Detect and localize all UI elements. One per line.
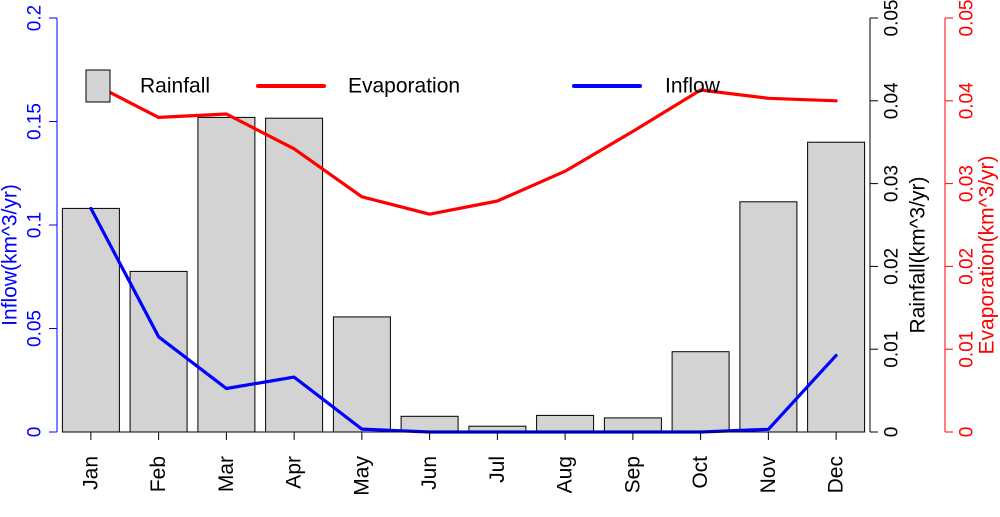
x-tick-label-mar: Mar <box>215 456 238 492</box>
x-tick-label-apr: Apr <box>283 456 306 489</box>
rainfall-tick-label-0: 0 <box>882 427 903 438</box>
x-tick-label-dec: Dec <box>825 456 848 493</box>
x-tick-label-nov: Nov <box>757 456 780 494</box>
evaporation-tick-label-0: 0 <box>957 427 978 438</box>
evaporation-tick-label-4: 0.04 <box>957 82 978 119</box>
legend-swatch-rainfall <box>85 69 111 103</box>
rainfall-bar-nov <box>739 201 798 433</box>
rainfall-bar-dec <box>807 141 866 433</box>
legend-label-evaporation: Evaporation <box>348 75 460 98</box>
axes: Jan Feb Mar Apr May Jun Jul Aug Sep Oct Nov Dec 0 0.0… <box>0 0 999 496</box>
x-tick-label-may: May <box>350 456 373 496</box>
rainfall-tick-label-2: 0.02 <box>882 248 903 285</box>
rainfall-bar-sep <box>603 417 662 433</box>
rainfall-tick-label-1: 0.01 <box>882 331 903 368</box>
evaporation-tick-label-2: 0.02 <box>957 248 978 285</box>
rainfall-bar-mar <box>197 116 256 433</box>
rainfall-tick-label-4: 0.04 <box>882 82 903 119</box>
legend: Rainfall Evaporation Inflow <box>85 69 721 103</box>
inflow-tick-label-3: 0.15 <box>25 103 46 140</box>
legend-label-rainfall: Rainfall <box>140 75 210 98</box>
x-tick-label-jun: Jun <box>418 456 441 490</box>
inflow-axis-title: Inflow(km^3/yr) <box>0 184 22 326</box>
evaporation-tick-label-5: 0.05 <box>957 0 978 36</box>
inflow-tick-label-2: 0.1 <box>25 212 46 238</box>
rainfall-tick-label-5: 0.05 <box>882 0 903 36</box>
rainfall-bar-aug <box>536 414 595 433</box>
x-tick-label-oct: Oct <box>689 456 712 489</box>
x-tick-label-feb: Feb <box>147 456 170 492</box>
legend-label-inflow: Inflow <box>665 75 721 98</box>
rainfall-bar-apr <box>265 117 324 433</box>
inflow-tick-label-4: 0.2 <box>25 5 46 31</box>
x-tick-label-sep: Sep <box>621 456 644 493</box>
evaporation-axis-title: Evaporation(km^3/yr) <box>976 156 999 355</box>
x-tick-label-aug: Aug <box>554 456 577 493</box>
rainfall-axis-title: Rainfall(km^3/yr) <box>907 177 930 334</box>
evaporation-line <box>89 80 838 216</box>
evaporation-tick-label-1: 0.01 <box>957 331 978 368</box>
rainfall-bar-jan <box>61 207 120 433</box>
inflow-tick-label-1: 0.05 <box>25 310 46 347</box>
x-tick-label-jul: Jul <box>486 456 509 483</box>
rainfall-tick-label-3: 0.03 <box>882 165 903 202</box>
rainfall-bar-oct <box>671 351 730 433</box>
x-tick-label-jan: Jan <box>79 456 102 490</box>
inflow-tick-label-0: 0 <box>25 427 46 438</box>
evaporation-tick-label-3: 0.03 <box>957 165 978 202</box>
